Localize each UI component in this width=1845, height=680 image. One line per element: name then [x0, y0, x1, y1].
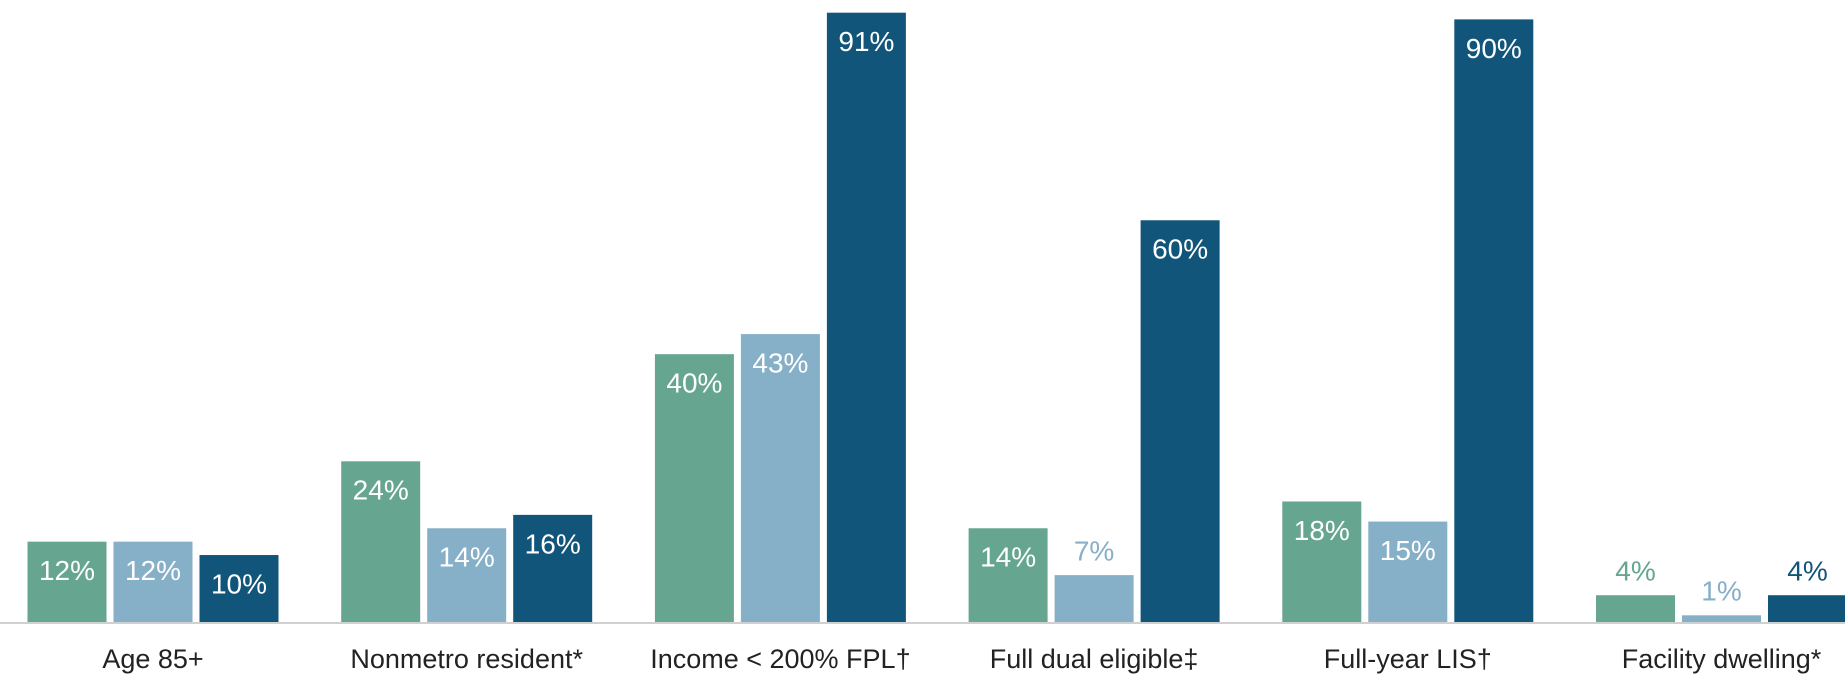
bar — [199, 555, 279, 622]
value-label: 4% — [1787, 556, 1827, 587]
bar — [1682, 615, 1761, 622]
value-label: 43% — [752, 347, 808, 378]
bar — [27, 541, 107, 622]
bar — [1368, 521, 1448, 622]
value-label: 24% — [353, 475, 409, 506]
bar — [740, 334, 820, 622]
value-label: 12% — [125, 555, 181, 586]
bar — [513, 514, 593, 622]
x-tick-label: Income < 200% FPL† — [650, 644, 910, 674]
value-label: 16% — [525, 528, 581, 559]
bar — [1282, 501, 1362, 622]
value-label: 7% — [1074, 536, 1114, 567]
bar — [1140, 220, 1220, 622]
value-label: 10% — [211, 568, 267, 599]
x-tick-label: Nonmetro resident* — [350, 644, 583, 674]
value-label: 15% — [1380, 535, 1436, 566]
value-label: 91% — [838, 26, 894, 57]
value-label: 60% — [1152, 234, 1208, 265]
value-label: 40% — [666, 368, 722, 399]
bar — [1454, 19, 1534, 623]
bar — [341, 461, 421, 622]
bar — [113, 541, 193, 622]
x-tick-label: Age 85+ — [102, 644, 203, 674]
bar — [826, 12, 906, 622]
value-label: 12% — [39, 555, 95, 586]
value-label: 14% — [980, 542, 1036, 573]
value-label: 1% — [1701, 576, 1741, 607]
value-label: 90% — [1466, 33, 1522, 64]
bar — [968, 528, 1048, 622]
x-tick-label: Full dual eligible‡ — [990, 644, 1199, 674]
bar — [427, 528, 507, 622]
bar — [654, 354, 734, 622]
value-label: 18% — [1294, 515, 1350, 546]
value-label: 14% — [439, 542, 495, 573]
x-tick-label: Full-year LIS† — [1324, 644, 1492, 674]
x-tick-label: Facility dwelling* — [1622, 644, 1822, 674]
value-label: 4% — [1615, 556, 1655, 587]
bar — [1596, 595, 1675, 622]
bar — [1054, 575, 1134, 622]
bar — [1768, 595, 1845, 622]
